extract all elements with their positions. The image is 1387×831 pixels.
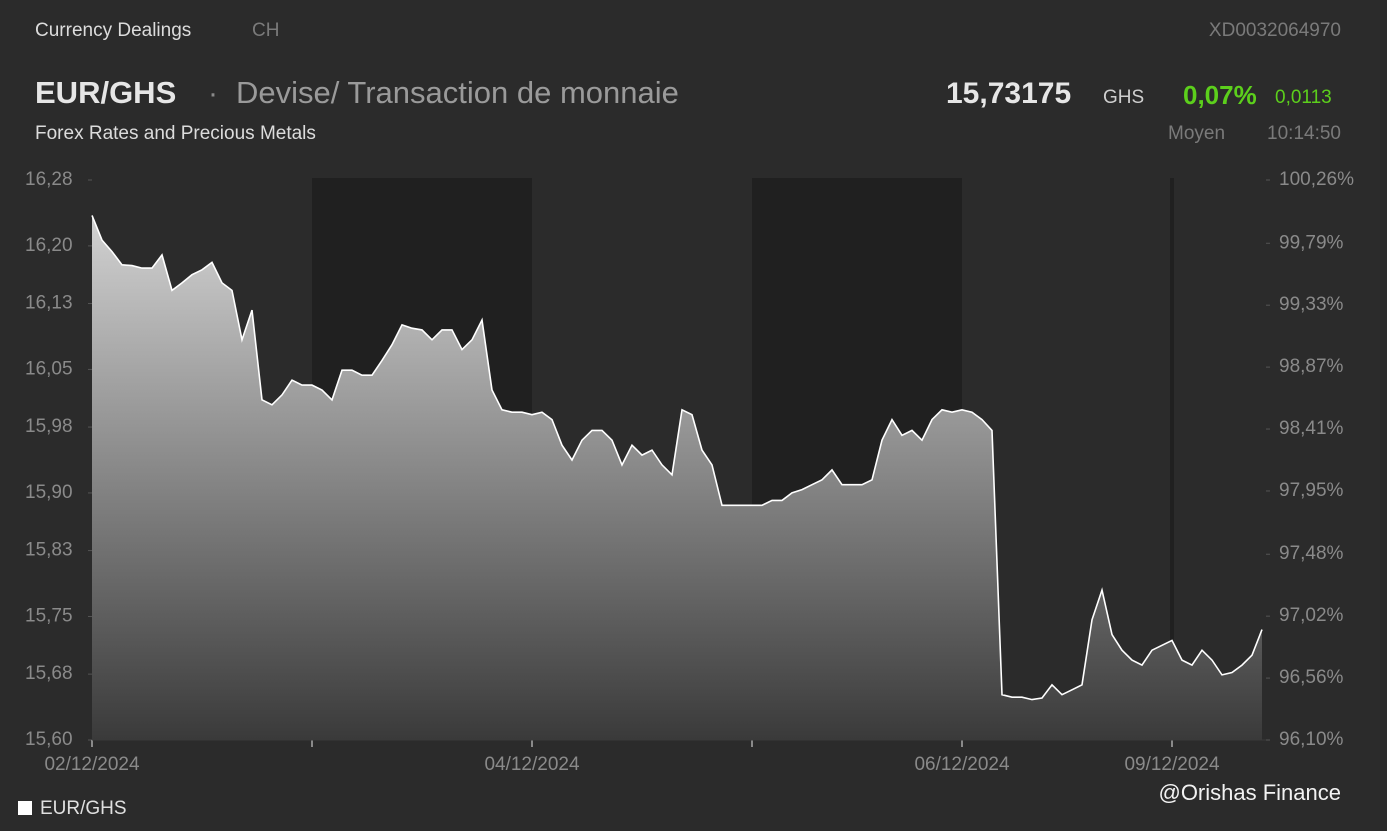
y2-tick-label: 99,79%	[1279, 232, 1344, 253]
change-abs: 0,0113	[1275, 87, 1332, 108]
x-tick-label: 06/12/2024	[914, 754, 1010, 775]
isin: XD0032064970	[1208, 20, 1341, 41]
y2-tick-label: 99,33%	[1279, 294, 1344, 315]
y-tick-label: 15,98	[25, 416, 73, 437]
country: CH	[252, 20, 280, 41]
y-tick-label: 15,90	[25, 482, 73, 503]
y-tick-label: 15,60	[25, 729, 73, 750]
legend-label: EUR/GHS	[40, 798, 127, 819]
y2-tick-label: 97,02%	[1279, 605, 1344, 626]
y-tick-label: 16,20	[25, 235, 73, 256]
x-tick-label: 09/12/2024	[1124, 754, 1220, 775]
description: Devise/ Transaction de monnaie	[236, 75, 679, 110]
currency: GHS	[1103, 87, 1145, 108]
y2-tick-label: 98,41%	[1279, 418, 1344, 439]
price-line	[91, 215, 1263, 701]
subtitle: Forex Rates and Precious Metals	[35, 123, 316, 144]
time: 10:14:50	[1267, 123, 1341, 144]
separator: ·	[208, 77, 218, 110]
y-tick-label: 15,83	[25, 540, 73, 561]
y2-tick-label: 96,10%	[1279, 729, 1344, 750]
y-tick-label: 16,13	[25, 293, 73, 314]
y2-tick-label: 98,87%	[1279, 356, 1344, 377]
y-tick-label: 15,75	[25, 605, 73, 626]
quote-type: Moyen	[1168, 123, 1226, 144]
x-tick-label: 02/12/2024	[44, 754, 140, 775]
section: Currency Dealings	[35, 20, 192, 41]
y2-tick-label: 96,56%	[1279, 667, 1344, 688]
change-pct: 0,07%	[1183, 80, 1257, 110]
day-divider	[1170, 178, 1174, 740]
y-tick-label: 15,68	[25, 663, 73, 684]
price: 15,73175	[946, 77, 1072, 110]
y2-tick-label: 97,95%	[1279, 480, 1344, 501]
y-tick-label: 16,05	[25, 358, 73, 379]
y-tick-label: 16,28	[25, 169, 73, 190]
y2-tick-label: 97,48%	[1279, 543, 1344, 564]
legend-swatch	[18, 801, 32, 815]
symbol: EUR/GHS	[35, 75, 177, 110]
y2-tick-label: 100,26%	[1279, 169, 1354, 190]
area-fill	[92, 215, 1262, 740]
x-tick-label: 04/12/2024	[484, 754, 580, 775]
credit: @Orishas Finance	[1158, 780, 1341, 805]
